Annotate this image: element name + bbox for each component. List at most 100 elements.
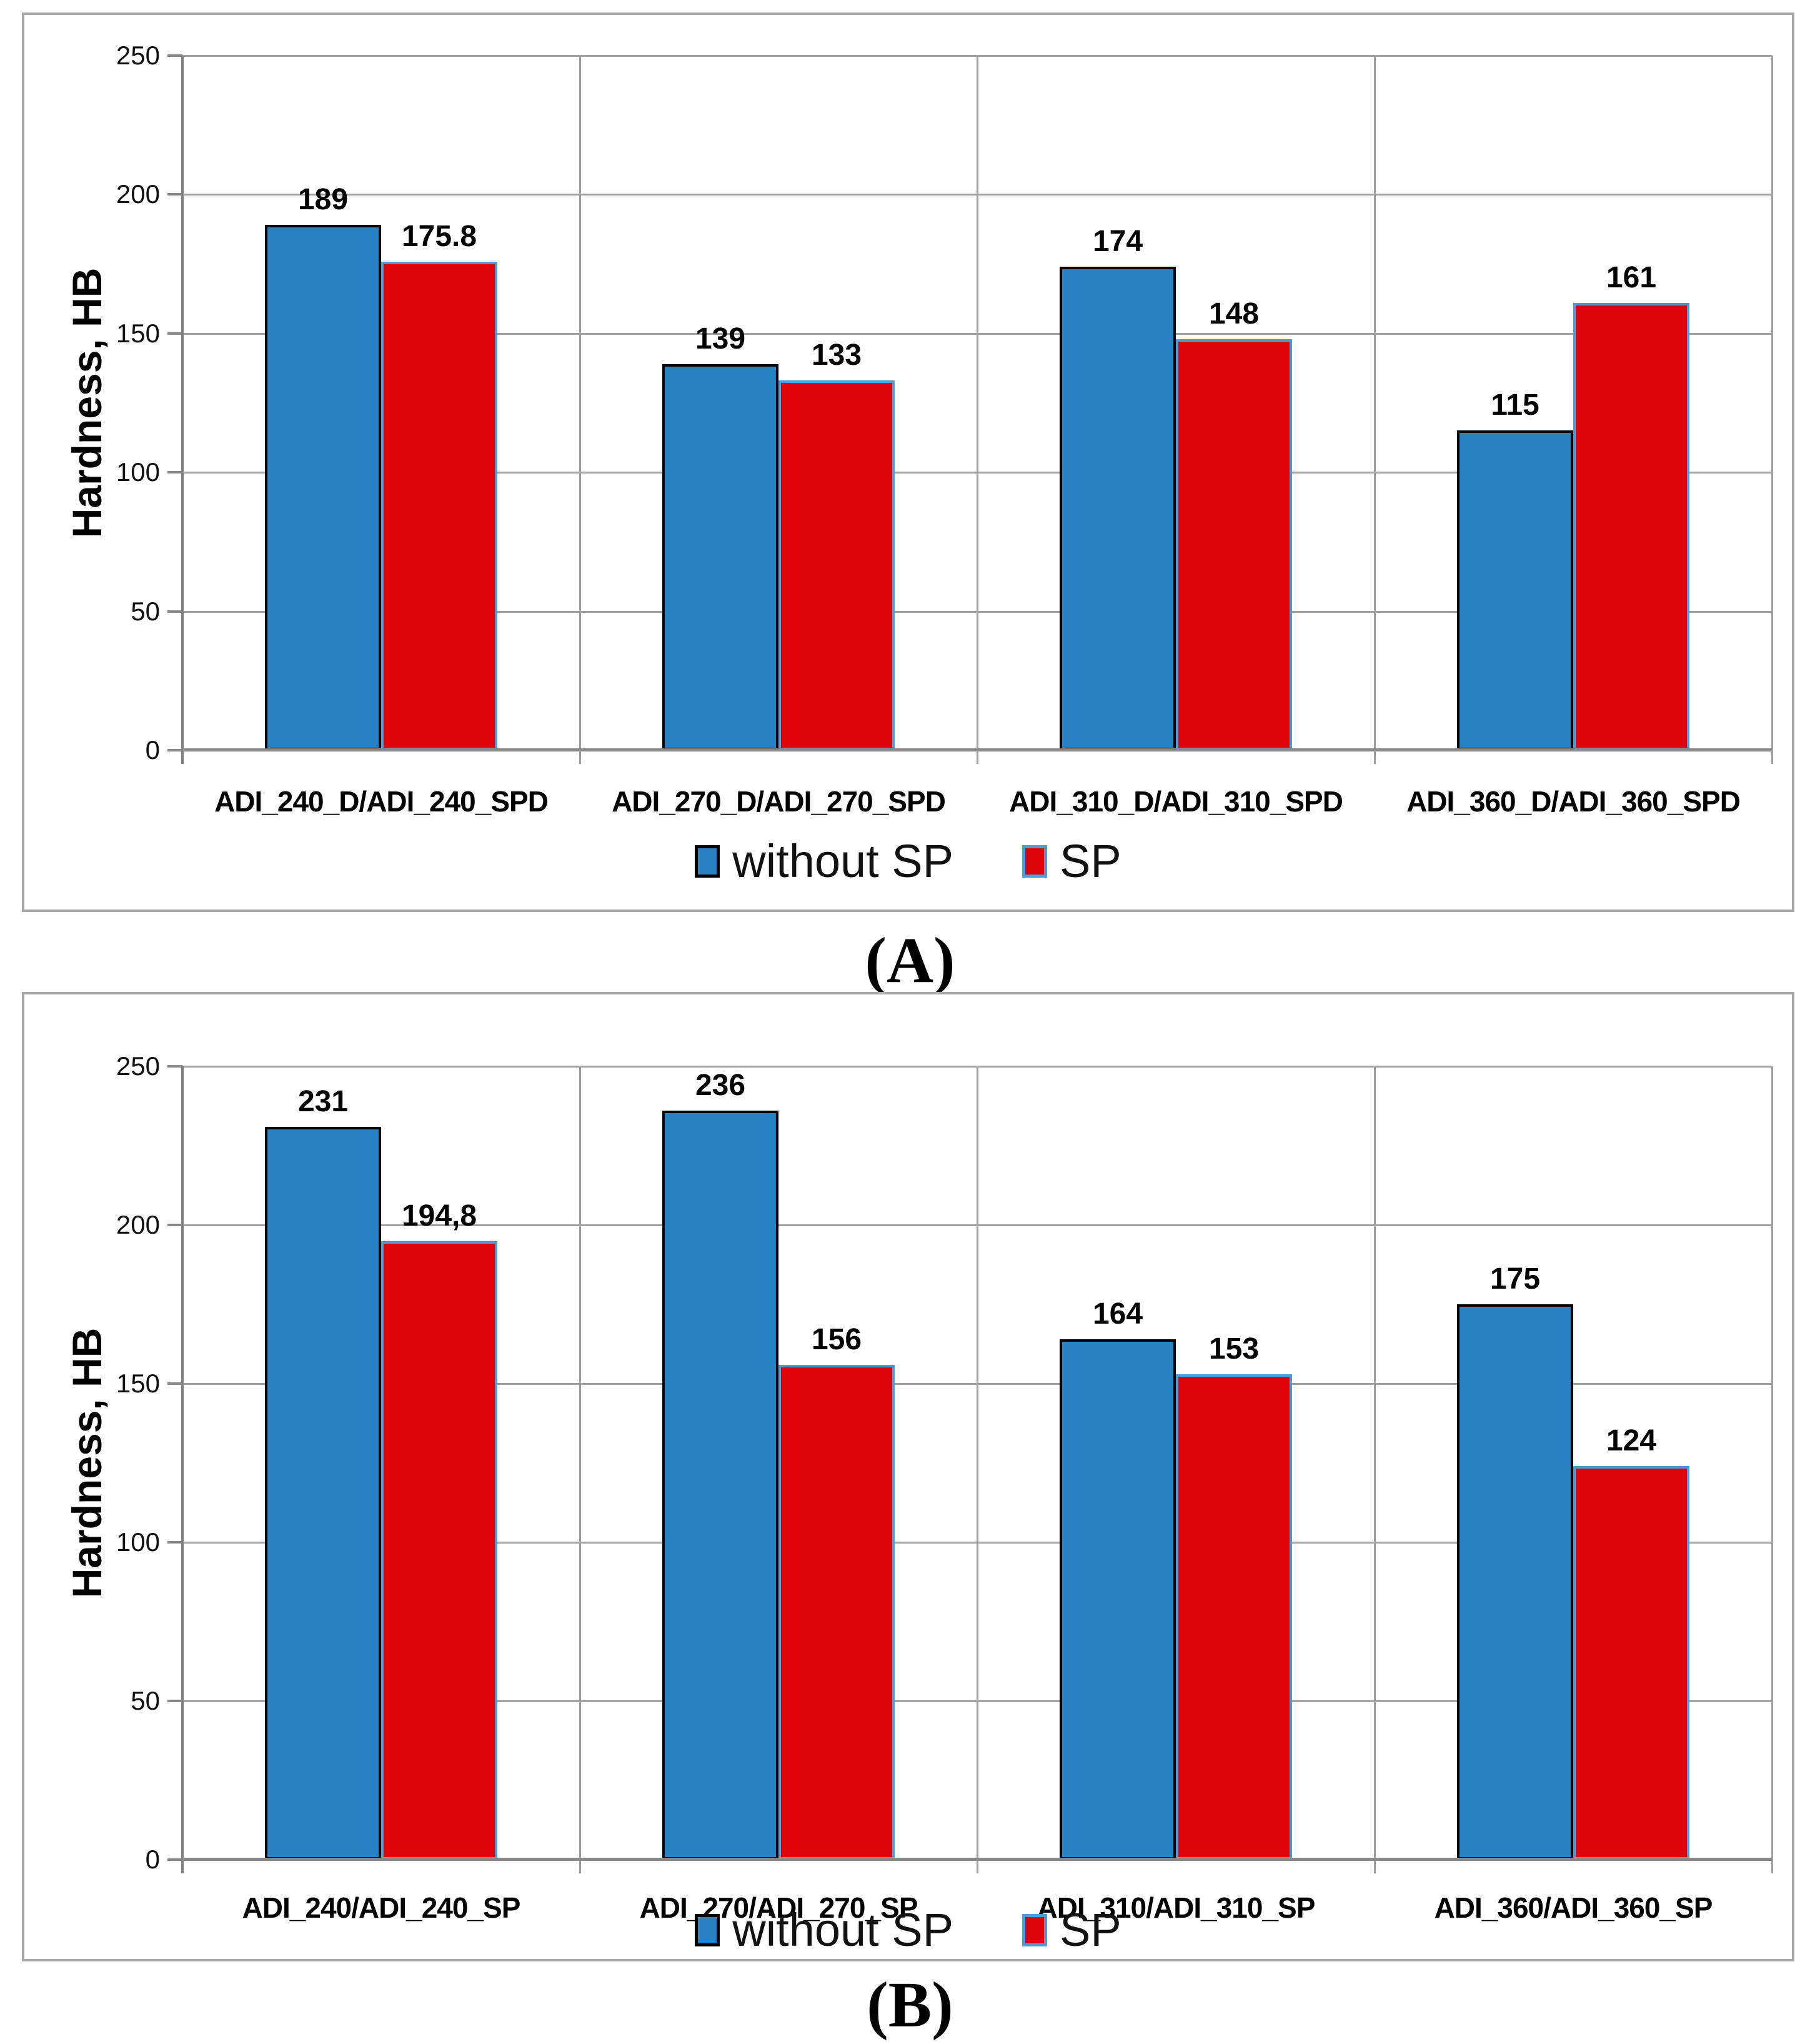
y-axis-line: [181, 56, 184, 764]
y-tickmark-0: [167, 749, 182, 751]
plot-area: 0 50 100 150 200 250 189 175.8 139 133 174 148 115 16…: [116, 41, 1773, 765]
bar-value-label: 174: [1092, 225, 1143, 259]
plot-right-edge: [1771, 56, 1773, 764]
y-tick-label: 250: [116, 41, 160, 70]
caption-a: (A): [865, 924, 955, 996]
bar-value-label: 194,8: [401, 1199, 477, 1233]
category-separator-line: [579, 56, 581, 764]
y-tick-label: 50: [131, 1686, 160, 1715]
x-category-label: ADI_310_D/ADI_310_SPD: [1009, 785, 1343, 818]
bar-sp: [778, 380, 895, 750]
legend-swatch-red: [1022, 1913, 1048, 1946]
y-tick-label: 200: [116, 179, 160, 209]
x-category-label: ADI_240/ADI_240_SP: [242, 1891, 521, 1924]
legend-label: without SP: [732, 1904, 954, 1956]
bar-sp: [1573, 302, 1689, 750]
bar-value-label: 236: [695, 1069, 746, 1103]
bar-value-label: 175: [1489, 1262, 1541, 1296]
legend-item-without-sp: without SP: [695, 1903, 953, 1956]
bar-without-sp: [1060, 1339, 1176, 1860]
category-separator-line: [1374, 1066, 1376, 1873]
bar-sp: [381, 1241, 497, 1860]
x-axis-category-labels: ADI_240_D/ADI_240_SPD ADI_270_D/ADI_270_S…: [182, 785, 1772, 828]
y-tickmark-100: [167, 471, 182, 474]
bar-sp: [381, 262, 497, 750]
bar-value-label: 133: [811, 339, 862, 372]
y-tickmark-50: [167, 610, 182, 613]
chart-panel-b: Hardness, HB 0 50 100 150 200 250 231 194,8 236 1…: [22, 992, 1794, 1961]
legend-label: without SP: [732, 835, 954, 887]
y-tick-label: 200: [116, 1210, 160, 1239]
y-tickmark-200: [167, 1224, 182, 1226]
x-category-label: ADI_360/ADI_360_SP: [1434, 1891, 1713, 1924]
bar-value-label: 161: [1606, 260, 1657, 294]
bar-value-label: 148: [1208, 297, 1260, 330]
legend-label: SP: [1060, 835, 1121, 887]
bar-value-label: 156: [811, 1322, 862, 1356]
bar-without-sp: [265, 1126, 381, 1860]
plot-right-edge: [1771, 1066, 1773, 1873]
y-tickmark-150: [167, 1382, 182, 1385]
x-category-label: ADI_360_D/ADI_360_SPD: [1406, 785, 1741, 818]
bar-without-sp: [1457, 430, 1573, 750]
plot-area: 0 50 100 150 200 250 231 194,8 236 156 164 153 175 12…: [116, 1051, 1773, 1874]
y-tick-label: 0: [145, 735, 160, 765]
y-tick-label: 250: [116, 1051, 160, 1081]
bar-value-label: 139: [695, 322, 746, 355]
legend-label: SP: [1060, 1904, 1121, 1956]
bar-without-sp: [662, 364, 778, 750]
legend-swatch-blue: [695, 1913, 720, 1946]
legend: without SP SP: [24, 835, 1792, 888]
bar-value-label: 175.8: [401, 220, 477, 254]
category-separator-line: [579, 1066, 581, 1873]
category-separator-line: [977, 56, 978, 764]
x-category-label: ADI_310/ADI_310_SP: [1037, 1891, 1316, 1924]
bar-sp: [1573, 1466, 1689, 1860]
legend-swatch-red: [1022, 845, 1048, 878]
chart-panel-a: Hardness, HB 0 50 100 150 200 250 189 175.8 139 1…: [22, 12, 1794, 912]
bar-without-sp: [662, 1111, 778, 1860]
bar-sp: [1176, 339, 1292, 750]
bar-value-label: 189: [297, 183, 349, 217]
category-separator-line: [977, 1066, 978, 1873]
bar-value-label: 115: [1491, 389, 1539, 422]
y-tick-label: 100: [116, 1527, 160, 1557]
bar-value-label: 124: [1606, 1424, 1657, 1458]
x-axis-category-labels: ADI_240/ADI_240_SP ADI_270/ADI_270_SP ADI_…: [182, 1891, 1772, 1935]
y-tick-label: 100: [116, 457, 160, 487]
y-tickmark-150: [167, 332, 182, 335]
y-tickmark-200: [167, 193, 182, 196]
legend-swatch-blue: [695, 845, 720, 878]
x-category-label: ADI_240_D/ADI_240_SPD: [214, 785, 549, 818]
caption-b: (B): [867, 1969, 953, 2041]
bar-value-label: 164: [1092, 1297, 1143, 1331]
y-tickmark-50: [167, 1700, 182, 1702]
x-category-label: ADI_270/ADI_270_SP: [639, 1891, 918, 1924]
legend-item-sp: SP: [1022, 1903, 1121, 1956]
category-separator-line: [1374, 56, 1376, 764]
bar-without-sp: [1457, 1304, 1573, 1860]
x-axis-line: [182, 1858, 1772, 1861]
y-tickmark-0: [167, 1858, 182, 1861]
bar-value-label: 231: [297, 1084, 349, 1118]
y-axis-line: [181, 1066, 184, 1873]
y-tickmark-100: [167, 1541, 182, 1544]
x-axis-line: [182, 748, 1772, 751]
y-tick-label: 150: [116, 318, 160, 348]
bar-sp: [1176, 1374, 1292, 1860]
bar-value-label: 153: [1208, 1332, 1260, 1365]
y-tick-label: 0: [145, 1845, 160, 1874]
y-tickmark-250: [167, 1065, 182, 1068]
y-tickmark-250: [167, 54, 182, 57]
x-category-label: ADI_270_D/ADI_270_SPD: [612, 785, 946, 818]
legend-item-sp: SP: [1022, 835, 1121, 888]
bar-sp: [778, 1364, 895, 1860]
bar-without-sp: [1060, 267, 1176, 750]
bar-without-sp: [265, 225, 381, 750]
legend-item-without-sp: without SP: [695, 835, 953, 888]
y-tick-label: 50: [131, 596, 160, 626]
legend: without SP SP: [24, 1903, 1792, 1956]
y-axis-title: Hardness, HB: [64, 267, 110, 538]
y-tick-label: 150: [116, 1369, 160, 1398]
